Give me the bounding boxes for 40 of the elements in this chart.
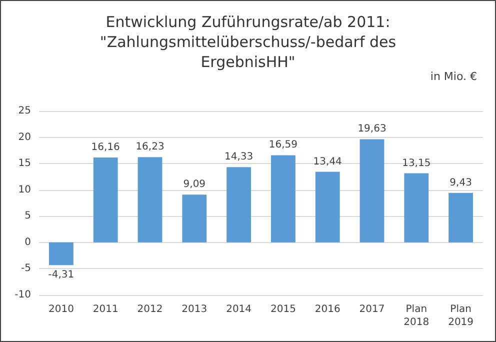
x-tick-label: 2017 (359, 304, 385, 315)
bar (270, 155, 296, 242)
data-label: 16,23 (136, 142, 164, 153)
data-label: 9,43 (450, 177, 472, 188)
data-label: 16,59 (268, 140, 298, 151)
chart-title: Entwicklung Zuführungsrate/ab 2011: "Zahlungsmittelüberschuss/-bedarf des ErgebnisHH" (100, 13, 396, 71)
bar (226, 167, 252, 242)
data-label: 16,16 (91, 142, 120, 153)
x-tick-label: 2016 (314, 304, 340, 315)
data-label: 9,09 (183, 179, 206, 190)
bar (448, 192, 474, 242)
x-tick-label: 2012 (137, 304, 163, 315)
bar (404, 173, 429, 242)
x-tick-label: 2015 (270, 304, 296, 315)
data-label: 19,63 (358, 124, 386, 135)
bar (315, 172, 340, 242)
bar (93, 157, 118, 242)
y-tick-label: 0 (24, 236, 31, 248)
x-tick-label: 2011 (92, 304, 118, 315)
data-label: 13,44 (313, 156, 342, 168)
y-tick-label: 20 (18, 132, 31, 143)
bar (182, 194, 207, 242)
y-tick-label: 10 (18, 184, 31, 196)
bar (360, 139, 384, 242)
data-label: 13,15 (402, 158, 431, 169)
y-tick-label: -10 (14, 290, 31, 300)
x-tick-label: Plan 2018 (404, 304, 430, 328)
y-tick-label: 5 (24, 210, 31, 222)
bar (138, 157, 162, 242)
y-tick-label: -5 (21, 263, 31, 274)
data-label: -4,31 (48, 270, 74, 281)
bar (48, 242, 74, 266)
y-tick-label: 15 (18, 158, 31, 170)
x-tick-label: Plan 2019 (448, 304, 474, 328)
text: in Mio. € (430, 70, 478, 83)
x-tick-label: 2010 (48, 304, 74, 315)
x-tick-label: 2014 (226, 304, 252, 315)
x-tick-label: 2013 (182, 304, 208, 315)
data-label: 14,33 (224, 152, 254, 163)
y-tick-label: 25 (18, 106, 31, 116)
